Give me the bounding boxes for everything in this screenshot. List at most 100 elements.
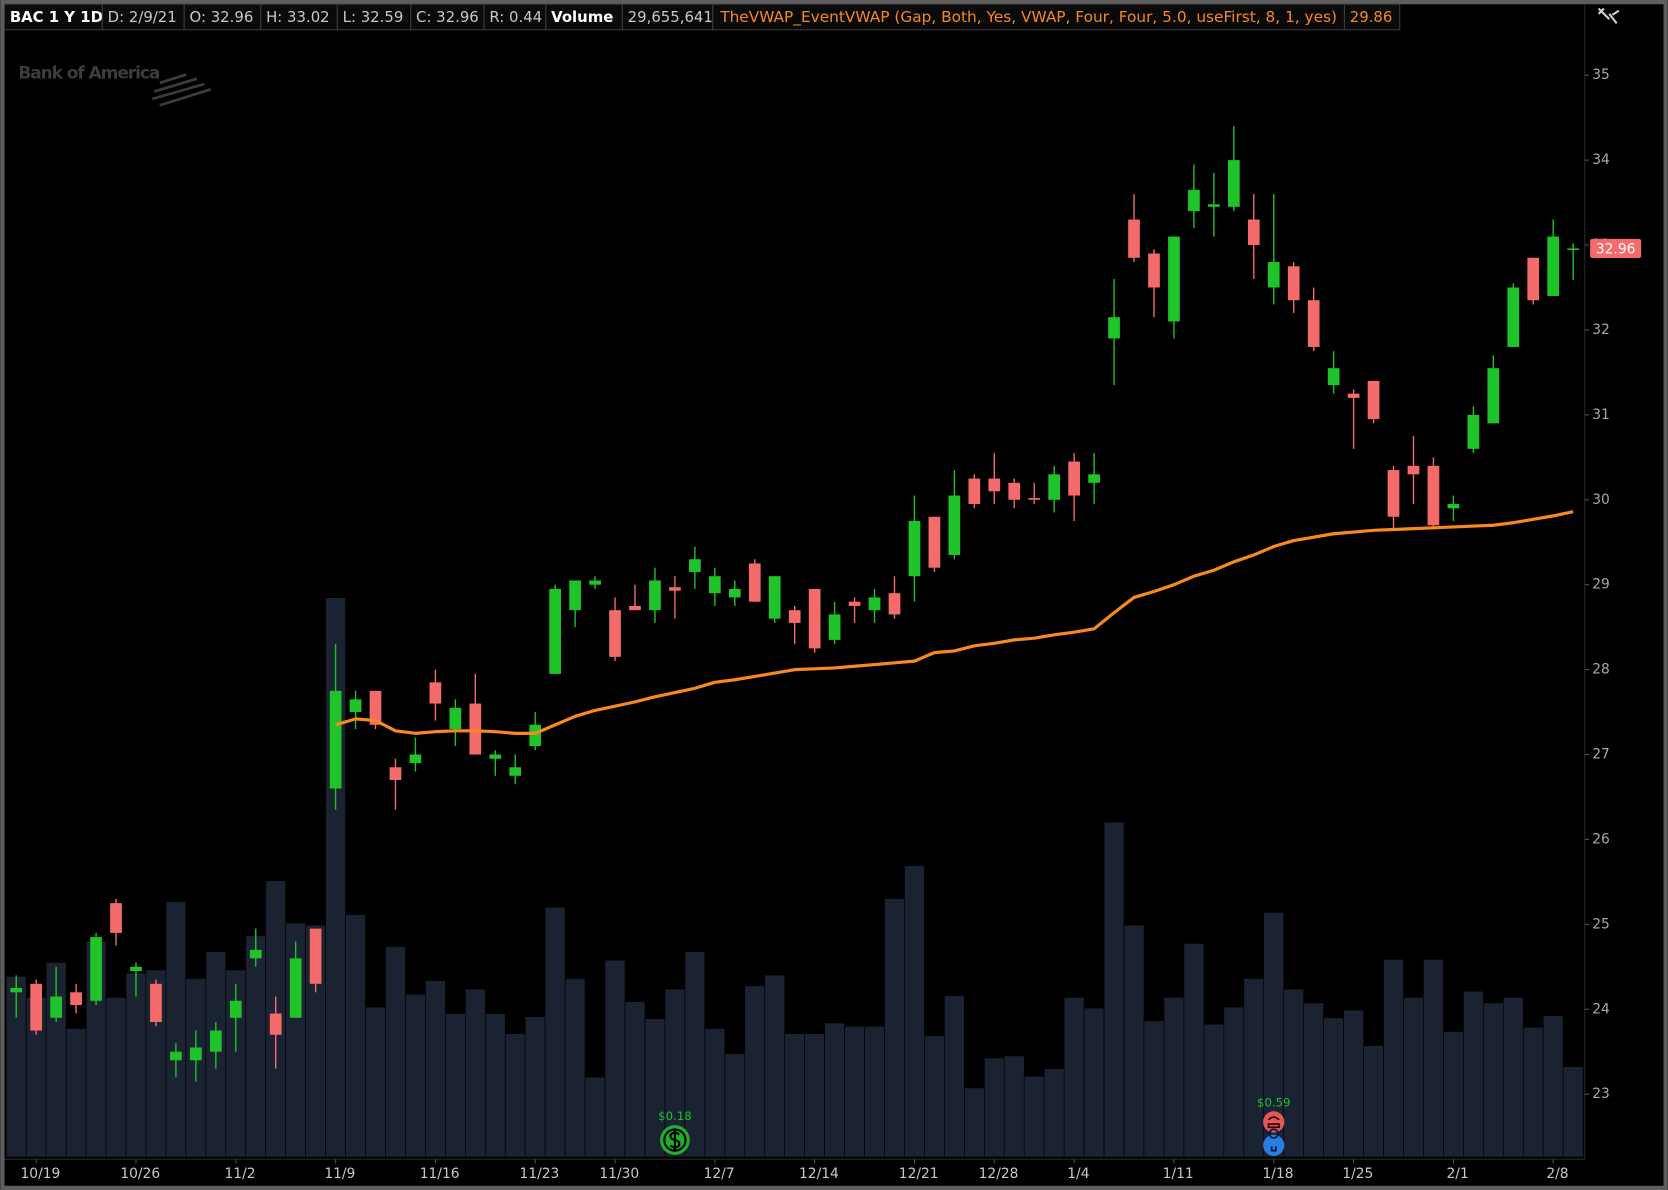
y-tick-label: 24 bbox=[1592, 1001, 1610, 1017]
x-tick-label: 11/9 bbox=[324, 1166, 355, 1182]
volume-bar bbox=[1243, 978, 1265, 1158]
volume-bar bbox=[1163, 997, 1185, 1158]
candle-body bbox=[170, 1051, 182, 1061]
candle-body bbox=[150, 983, 162, 1023]
candle-body bbox=[1068, 461, 1080, 496]
volume-bar bbox=[1562, 1066, 1584, 1158]
volume-bar bbox=[65, 1028, 87, 1158]
volume-bar bbox=[365, 1006, 386, 1158]
candle-body bbox=[1148, 253, 1160, 288]
volume-bar bbox=[804, 1033, 825, 1158]
study-value: 29.86 bbox=[1350, 8, 1393, 26]
volume-bar bbox=[1283, 988, 1305, 1158]
candle-body bbox=[1327, 368, 1340, 386]
event-label: $0.18 bbox=[658, 1109, 691, 1123]
header-cell bbox=[712, 3, 1345, 31]
last-price-label: 32.96 bbox=[1596, 242, 1636, 258]
volume-bar bbox=[125, 972, 147, 1158]
candle-body bbox=[1048, 474, 1061, 500]
x-tick-label: 11/2 bbox=[225, 1166, 256, 1182]
candle-body bbox=[110, 903, 122, 933]
header-text: Volume bbox=[551, 8, 613, 26]
header-cell bbox=[183, 3, 262, 31]
volume-bar bbox=[165, 901, 187, 1158]
candle-body bbox=[90, 937, 102, 1001]
volume-bar bbox=[624, 1001, 646, 1158]
volume-bar bbox=[1043, 1068, 1065, 1158]
header-cell bbox=[260, 3, 338, 31]
volume-bar bbox=[1383, 958, 1404, 1158]
volume-bar bbox=[1203, 1023, 1225, 1158]
candle-body bbox=[50, 996, 62, 1018]
volume-bar bbox=[524, 1016, 546, 1158]
candle-body bbox=[569, 580, 581, 611]
x-tick-label: 12/21 bbox=[899, 1166, 939, 1182]
header-text: L: 32.59 bbox=[343, 8, 404, 26]
volume-bar bbox=[425, 980, 446, 1158]
candle-body bbox=[1427, 465, 1440, 526]
volume-bar bbox=[1463, 990, 1484, 1158]
candle-body bbox=[708, 576, 721, 594]
x-tick-label: 11/30 bbox=[599, 1166, 639, 1182]
volume-bar bbox=[704, 1028, 726, 1158]
volume-bar bbox=[824, 1022, 845, 1158]
study-name: TheVWAP_EventVWAP (Gap, Both, Yes, VWAP,… bbox=[719, 8, 1337, 26]
volume-bar bbox=[1363, 1045, 1384, 1158]
candle-body bbox=[589, 580, 601, 585]
y-tick-label: 23 bbox=[1592, 1086, 1610, 1102]
candle-body bbox=[728, 588, 741, 598]
header-cell bbox=[1343, 3, 1401, 31]
volume-bar bbox=[484, 1013, 506, 1158]
icon[interactable] bbox=[1597, 7, 1620, 25]
idea-icon-bulb bbox=[1268, 1128, 1279, 1152]
volume-bar bbox=[1023, 1075, 1045, 1158]
candle-body bbox=[130, 966, 142, 972]
header-text: H: 33.02 bbox=[266, 8, 330, 26]
candle-body bbox=[649, 580, 661, 611]
volume-bar bbox=[1123, 924, 1145, 1158]
candle-body bbox=[689, 559, 701, 572]
volume-bar bbox=[345, 914, 366, 1158]
candle-body bbox=[349, 699, 362, 713]
idea-icon bbox=[1263, 1134, 1285, 1156]
candle-body bbox=[1487, 368, 1500, 424]
x-tick-label: 1/4 bbox=[1067, 1166, 1089, 1182]
candle-body bbox=[609, 610, 621, 657]
candle-body bbox=[10, 988, 23, 993]
header-cell bbox=[545, 3, 623, 31]
last-price-box bbox=[1590, 238, 1642, 259]
volume-bar bbox=[385, 946, 406, 1158]
candle-body bbox=[469, 703, 482, 755]
candle-body bbox=[1247, 219, 1260, 246]
header-text: C: 32.96 bbox=[416, 8, 479, 26]
volume-bar bbox=[564, 978, 586, 1158]
volume-bar bbox=[904, 865, 925, 1158]
settings-icon[interactable] bbox=[1597, 7, 1620, 25]
volume-bar bbox=[744, 985, 766, 1158]
candle-body bbox=[389, 767, 402, 781]
candle-body bbox=[209, 1030, 222, 1052]
volume-bar bbox=[1183, 943, 1205, 1158]
candle-body bbox=[928, 516, 941, 568]
candle-body bbox=[1447, 504, 1460, 509]
volume-bar bbox=[1502, 997, 1524, 1158]
volume-bar bbox=[964, 1087, 985, 1158]
candle-body bbox=[30, 983, 43, 1031]
candle-body bbox=[509, 767, 522, 776]
candle-body bbox=[868, 597, 881, 611]
candle-body bbox=[70, 992, 82, 1006]
y-tick-label: 34 bbox=[1592, 152, 1610, 168]
candle-body bbox=[289, 958, 302, 1018]
volume-bar bbox=[1542, 1015, 1564, 1158]
watermark-flag bbox=[151, 73, 212, 107]
volume-bar bbox=[445, 1013, 466, 1158]
candle-body bbox=[828, 614, 841, 640]
candle-body bbox=[1128, 219, 1140, 258]
candle-body bbox=[1407, 465, 1420, 475]
volume-bar bbox=[844, 1026, 865, 1158]
candle-body bbox=[1507, 287, 1520, 347]
candle-body bbox=[269, 1013, 282, 1035]
candle-body bbox=[1547, 236, 1560, 296]
candle-body bbox=[449, 707, 462, 730]
volume-bar bbox=[764, 974, 786, 1158]
